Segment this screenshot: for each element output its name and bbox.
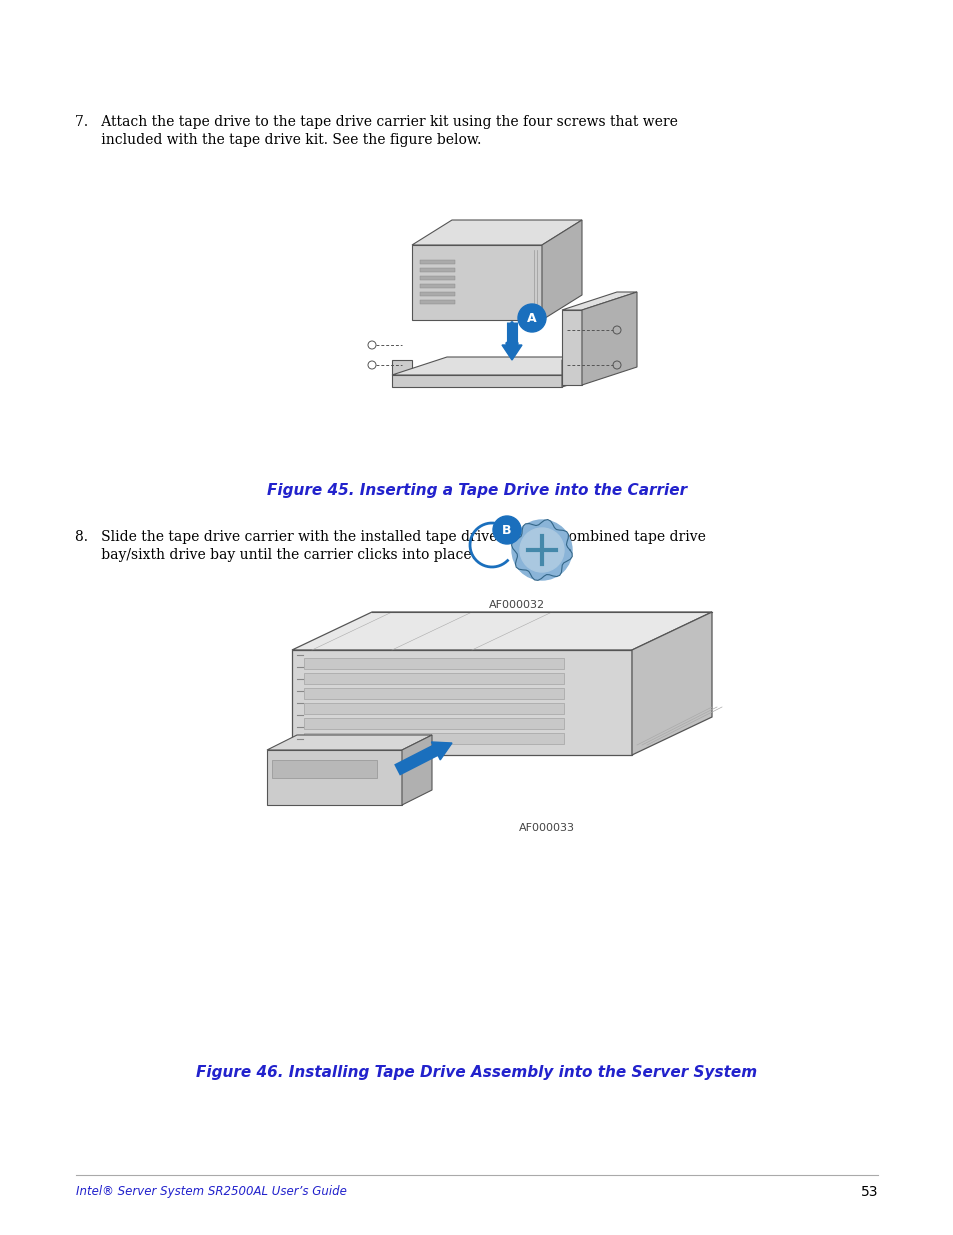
Polygon shape <box>561 291 637 310</box>
Text: Intel® Server System SR2500AL User’s Guide: Intel® Server System SR2500AL User’s Gui… <box>76 1186 347 1198</box>
Polygon shape <box>292 613 711 650</box>
Polygon shape <box>412 245 541 320</box>
Polygon shape <box>631 613 711 755</box>
Polygon shape <box>267 735 432 750</box>
Polygon shape <box>501 345 521 359</box>
Text: Figure 46. Installing Tape Drive Assembly into the Server System: Figure 46. Installing Tape Drive Assembl… <box>196 1065 757 1079</box>
Polygon shape <box>561 310 581 385</box>
Polygon shape <box>392 357 617 375</box>
Polygon shape <box>292 650 631 755</box>
FancyBboxPatch shape <box>304 718 563 729</box>
FancyBboxPatch shape <box>304 673 563 684</box>
Text: bay/sixth drive bay until the carrier clicks into place.: bay/sixth drive bay until the carrier cl… <box>75 548 476 562</box>
Polygon shape <box>392 375 561 387</box>
Text: AF000033: AF000033 <box>518 823 575 832</box>
Polygon shape <box>561 342 617 387</box>
Text: Figure 45. Inserting a Tape Drive into the Carrier: Figure 45. Inserting a Tape Drive into t… <box>267 483 686 498</box>
FancyBboxPatch shape <box>419 300 455 304</box>
Polygon shape <box>401 735 432 805</box>
FancyBboxPatch shape <box>419 268 455 272</box>
Text: included with the tape drive kit. See the figure below.: included with the tape drive kit. See th… <box>75 133 481 147</box>
Text: 8.   Slide the tape drive carrier with the installed tape drive into the combine: 8. Slide the tape drive carrier with the… <box>75 530 705 543</box>
Circle shape <box>512 520 572 580</box>
Text: B: B <box>501 524 511 536</box>
Polygon shape <box>541 220 581 320</box>
Polygon shape <box>267 750 401 805</box>
FancyBboxPatch shape <box>304 734 563 743</box>
Text: 53: 53 <box>860 1186 877 1199</box>
FancyBboxPatch shape <box>419 291 455 296</box>
Circle shape <box>517 304 545 332</box>
FancyBboxPatch shape <box>304 658 563 669</box>
Polygon shape <box>412 220 581 245</box>
FancyBboxPatch shape <box>272 760 376 778</box>
FancyBboxPatch shape <box>419 261 455 264</box>
Circle shape <box>493 516 520 543</box>
FancyBboxPatch shape <box>304 703 563 714</box>
Polygon shape <box>431 742 452 760</box>
Text: AF000032: AF000032 <box>489 600 544 610</box>
Circle shape <box>519 529 563 572</box>
FancyBboxPatch shape <box>419 275 455 280</box>
FancyBboxPatch shape <box>419 284 455 288</box>
Text: A: A <box>527 311 537 325</box>
Text: 7.   Attach the tape drive to the tape drive carrier kit using the four screws t: 7. Attach the tape drive to the tape dri… <box>75 115 678 128</box>
FancyBboxPatch shape <box>304 688 563 699</box>
Polygon shape <box>392 359 412 375</box>
Polygon shape <box>581 291 637 385</box>
